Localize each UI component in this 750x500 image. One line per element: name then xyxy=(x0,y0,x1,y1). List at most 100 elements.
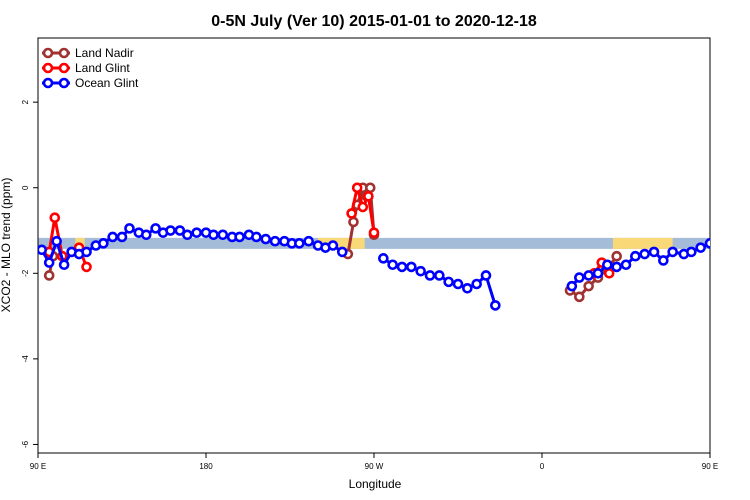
data-point-land-glint xyxy=(81,261,92,273)
y-tick-label: -6 xyxy=(21,440,30,448)
x-tick-label: 0 xyxy=(540,462,545,471)
data-point-ocean-glint xyxy=(396,261,408,273)
data-point-ocean-glint xyxy=(140,229,152,241)
data-point-land-glint xyxy=(368,227,380,238)
data-point-ocean-glint xyxy=(116,231,128,243)
data-point-ocean-glint xyxy=(695,242,706,253)
data-point-ocean-glint xyxy=(490,300,501,311)
data-point-ocean-glint xyxy=(378,253,389,264)
data-point-ocean-glint xyxy=(704,238,710,249)
data-point-ocean-glint xyxy=(269,235,281,247)
legend-label-ocean-glint: Ocean Glint xyxy=(75,76,139,90)
legend-swatch-marker xyxy=(42,62,54,74)
data-point-land-glint xyxy=(363,190,374,202)
y-tick-label: -4 xyxy=(21,355,30,363)
data-point-ocean-glint xyxy=(182,229,193,241)
data-point-ocean-glint xyxy=(234,231,245,243)
data-point-land-glint xyxy=(603,268,615,279)
y-tick-label: 0 xyxy=(21,185,30,190)
data-point-ocean-glint xyxy=(294,238,305,249)
data-point-ocean-glint xyxy=(415,265,426,277)
data-point-ocean-glint xyxy=(574,272,585,283)
legend-item-ocean-glint: Ocean Glint xyxy=(42,76,139,90)
data-point-ocean-glint xyxy=(38,244,48,256)
data-point-ocean-glint xyxy=(686,246,697,258)
x-tick-label: 90 W xyxy=(365,462,384,471)
data-point-ocean-glint xyxy=(174,225,186,236)
x-tick-label: 90 E xyxy=(702,462,718,471)
legend-swatch-marker xyxy=(58,62,70,74)
data-point-ocean-glint xyxy=(620,259,632,271)
data-point-ocean-glint xyxy=(434,270,445,281)
data-point-ocean-glint xyxy=(611,261,622,273)
data-point-ocean-glint xyxy=(424,270,436,281)
data-point-land-nadir xyxy=(611,250,622,262)
data-point-land-glint xyxy=(740,248,748,256)
series-ocean-glint xyxy=(38,223,750,311)
y-axis-label: XCO2 - MLO trend (ppm) xyxy=(0,178,13,313)
data-point-ocean-glint xyxy=(208,229,219,241)
data-point-land-glint xyxy=(351,182,363,194)
series-line-ocean-glint xyxy=(729,241,750,265)
data-point-ocean-glint xyxy=(251,231,262,243)
legend-swatch-marker xyxy=(58,77,70,89)
data-point-ocean-glint xyxy=(191,227,202,238)
data-point-ocean-glint xyxy=(303,235,314,247)
data-point-land-glint xyxy=(346,208,357,219)
legend-item-land-glint: Land Glint xyxy=(42,61,130,75)
chart-title: 0-5N July (Ver 10) 2015-01-01 to 2020-12… xyxy=(211,13,537,30)
data-point-ocean-glint xyxy=(98,238,109,249)
data-point-land-nadir xyxy=(583,280,594,292)
x-tick-label: 90 E xyxy=(30,462,46,471)
data-point-land-nadir xyxy=(43,270,55,281)
data-point-ocean-glint xyxy=(81,246,92,258)
data-point-ocean-glint xyxy=(732,261,740,269)
data-point-ocean-glint xyxy=(217,229,229,241)
data-point-land-glint xyxy=(49,212,61,223)
data-point-ocean-glint xyxy=(602,259,613,271)
data-point-ocean-glint xyxy=(639,248,650,260)
x-axis-label: Longitude xyxy=(349,477,402,491)
x-tick-label: 180 xyxy=(199,462,213,471)
data-point-land-nadir xyxy=(743,261,750,269)
legend-swatch-marker xyxy=(42,77,54,89)
data-point-ocean-glint xyxy=(583,270,594,281)
data-point-ocean-glint xyxy=(443,276,454,288)
legend-label-land-nadir: Land Nadir xyxy=(75,46,134,60)
data-point-ocean-glint xyxy=(387,259,398,271)
series-line-land-glint xyxy=(744,218,750,259)
data-point-ocean-glint xyxy=(452,278,464,290)
data-point-ocean-glint xyxy=(592,268,604,279)
data-point-ocean-glint xyxy=(51,235,62,247)
y-tick-label: -2 xyxy=(21,269,30,277)
data-point-ocean-glint xyxy=(630,250,641,262)
legend-swatch-marker xyxy=(58,47,70,59)
data-point-ocean-glint xyxy=(480,270,492,281)
data-point-ocean-glint xyxy=(667,246,678,258)
data-point-ocean-glint xyxy=(327,240,339,251)
legend-item-land-nadir: Land Nadir xyxy=(42,46,134,60)
data-point-ocean-glint xyxy=(566,280,578,292)
data-point-ocean-glint xyxy=(462,282,473,294)
data-point-ocean-glint xyxy=(43,257,55,268)
series-line-land-nadir xyxy=(744,265,748,276)
data-point-ocean-glint xyxy=(124,223,135,234)
series-group xyxy=(38,182,750,311)
data-point-ocean-glint xyxy=(150,223,161,234)
plot-layer: 90 E 180 90 W 0 90 E 2 0 -2 -4 -6 xyxy=(21,37,750,471)
data-point-ocean-glint xyxy=(58,259,70,271)
data-point-ocean-glint xyxy=(658,255,669,266)
data-point-land-nadir xyxy=(574,291,585,303)
data-point-land-nadir xyxy=(364,182,376,194)
y-tick-label: 2 xyxy=(21,99,30,104)
data-point-land-glint xyxy=(357,201,369,213)
legend-label-land-glint: Land Glint xyxy=(75,61,130,75)
data-point-land-nadir xyxy=(740,271,748,279)
data-point-ocean-glint xyxy=(336,246,348,258)
data-point-ocean-glint xyxy=(406,261,417,273)
data-point-land-nadir xyxy=(348,216,359,228)
data-point-ocean-glint xyxy=(740,244,748,252)
